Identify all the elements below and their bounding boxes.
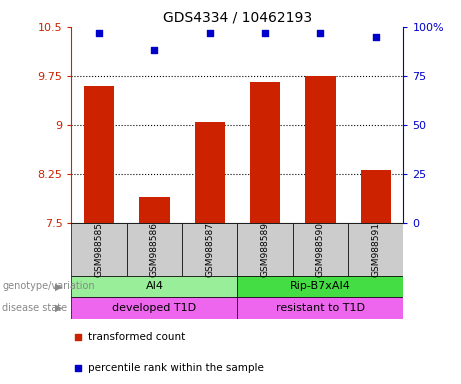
- Bar: [250, 83, 280, 223]
- Text: resistant to T1D: resistant to T1D: [276, 303, 365, 313]
- Text: genotype/variation: genotype/variation: [2, 281, 95, 291]
- Text: AI4: AI4: [145, 281, 164, 291]
- Bar: [195, 121, 225, 223]
- Point: [74, 365, 82, 371]
- Point: [372, 34, 379, 40]
- Bar: [71, 297, 237, 319]
- Bar: [361, 170, 391, 223]
- Text: developed T1D: developed T1D: [112, 303, 196, 313]
- Point: [261, 30, 269, 36]
- Bar: [237, 276, 403, 297]
- Text: GSM988585: GSM988585: [95, 222, 104, 276]
- Bar: [237, 297, 403, 319]
- Text: Rip-B7xAI4: Rip-B7xAI4: [290, 281, 351, 291]
- Text: ▶: ▶: [55, 303, 63, 313]
- Text: GSM988587: GSM988587: [205, 222, 214, 276]
- Bar: [71, 276, 237, 297]
- Bar: [348, 223, 403, 276]
- Text: percentile rank within the sample: percentile rank within the sample: [88, 362, 264, 373]
- Text: GSM988586: GSM988586: [150, 222, 159, 276]
- Bar: [305, 76, 336, 223]
- Text: disease state: disease state: [2, 303, 67, 313]
- Text: GSM988589: GSM988589: [260, 222, 270, 276]
- Bar: [84, 86, 114, 223]
- Point: [95, 30, 103, 36]
- Bar: [127, 223, 182, 276]
- Bar: [139, 197, 170, 223]
- Point: [74, 334, 82, 340]
- Text: GSM988590: GSM988590: [316, 222, 325, 276]
- Bar: [71, 223, 127, 276]
- Bar: [237, 223, 293, 276]
- Text: transformed count: transformed count: [88, 332, 185, 342]
- Title: GDS4334 / 10462193: GDS4334 / 10462193: [163, 10, 312, 24]
- Point: [151, 47, 158, 53]
- Point: [206, 30, 213, 36]
- Bar: [293, 223, 348, 276]
- Text: GSM988591: GSM988591: [371, 222, 380, 276]
- Point: [317, 30, 324, 36]
- Text: ▶: ▶: [55, 281, 63, 291]
- Bar: [182, 223, 237, 276]
